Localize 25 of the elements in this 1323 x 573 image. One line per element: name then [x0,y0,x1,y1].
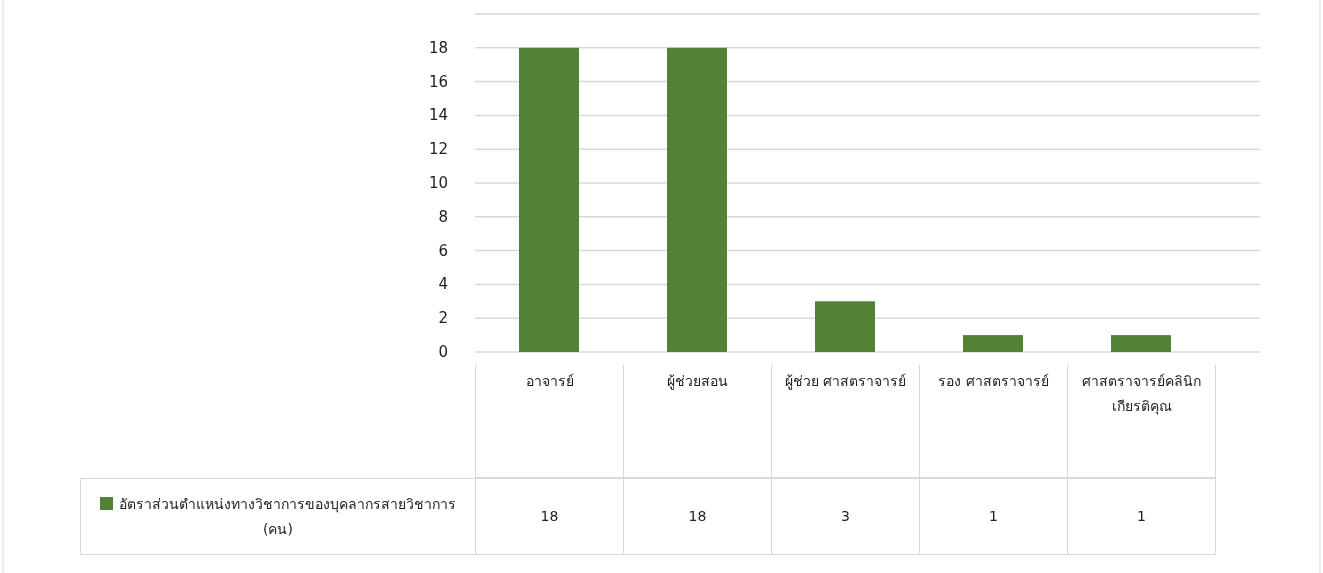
data-label: 1 [919,478,1068,555]
data-label: 18 [623,478,772,555]
y-tick-label: 0 [438,343,448,361]
data-label: 1 [1067,478,1216,555]
y-tick-label: 4 [438,275,448,294]
y-tick-label: 16 [428,72,448,91]
bar [1111,335,1171,352]
bar [519,47,579,352]
x-tick-label: ศาสตราจารย์คลินิกเกียรติคุณ [1081,372,1202,417]
legend-label: อัตราส่วนตำแหน่งทางวิชาการของบุคลากรสายวิชาการ (คน) [118,495,457,539]
y-tick-label: 6 [438,241,448,260]
bar [667,47,727,352]
x-tick-label: ผู้ช่วย ศาสตราจารย์ [784,372,907,392]
x-tick-label: รอง ศาสตราจารย์ [938,372,1049,391]
x-tick-label: ผู้ช่วยสอน [667,372,728,392]
y-tick-label: 10 [428,174,448,192]
data-label: 3 [771,478,920,555]
bar [815,301,875,352]
y-tick-label: 12 [428,140,448,159]
y-tick-label: 18 [428,38,448,57]
x-tick-label: อาจารย์ [525,372,574,391]
y-tick-label: 2 [438,309,448,328]
y-tick-label: 14 [428,106,448,125]
bar [963,335,1023,352]
y-tick-label: 8 [438,207,448,226]
